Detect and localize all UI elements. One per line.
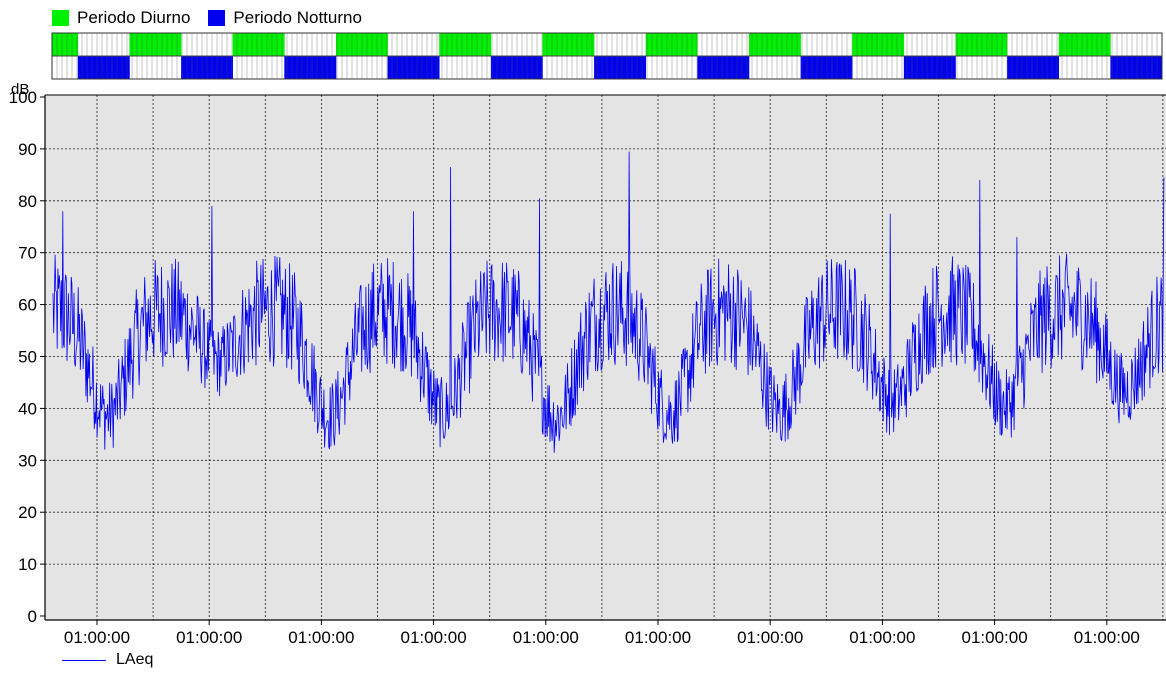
x-tick-label: 01:00:00 [288,628,354,647]
day-swatch [52,10,69,26]
night-period-block [1032,56,1060,79]
night-period-block [723,56,750,79]
series-legend: LAeq [62,651,153,669]
day-period-block [568,33,595,56]
y-axis-label: dB [11,81,29,98]
night-period-block [516,56,543,79]
day-period-block [335,33,363,56]
day-period-block [232,33,259,56]
day-period-block [465,33,492,56]
night-period-block [619,56,647,79]
x-tick-label: 01:00:00 [64,628,130,647]
legend-night: Periodo Notturno [208,8,362,28]
night-period-block [490,56,517,79]
plot-area: 0 10 20 30 40 50 60 70 80 90 100 01:00:00 01:00:00 01… [9,88,1166,647]
x-tick-label: 01:00:00 [1074,628,1140,647]
night-period-block [800,56,827,79]
period-bar-border [51,32,1163,80]
night-period-block [181,56,208,79]
x-tick-label: 01:00:00 [849,628,915,647]
series-line-swatch [62,659,106,661]
day-period-block [361,33,388,56]
day-period-block [878,33,905,56]
y-tick-label: 90 [18,140,37,159]
night-swatch [208,10,226,26]
x-tick-label: 01:00:00 [625,628,691,647]
night-period-block [284,56,311,79]
night-period-block [1110,56,1137,79]
day-period-block [981,33,1008,56]
x-tick-label: 01:00:00 [513,628,579,647]
y-tick-label: 100 [9,88,37,107]
plot-background [45,95,1166,620]
night-period-block [697,56,724,79]
night-period-block [310,56,337,79]
day-period-block [774,33,801,56]
y-tick-label: 80 [18,192,37,211]
series-legend-label: LAeq [116,651,154,668]
legend-night-label: Periodo Notturno [233,8,362,27]
period-bar [51,32,1163,80]
x-tick-label: 01:00:00 [737,628,803,647]
day-period-block [1084,33,1111,56]
y-tick-label: 70 [18,244,37,263]
y-tick-label: 0 [28,607,37,626]
day-period-block [129,33,156,56]
night-period-block [387,56,414,79]
night-period-block [826,56,853,79]
period-legend: Periodo Diurno Periodo Notturno [52,7,380,29]
night-period-block [929,56,956,79]
night-period-block [1007,56,1034,79]
day-period-block [645,33,672,56]
y-tick-label: 50 [18,348,37,367]
night-period-block [413,56,440,79]
night-period-block [206,56,233,79]
legend-day: Periodo Diurno [52,8,190,28]
day-period-block [52,33,79,56]
y-tick-label: 60 [18,296,37,315]
y-tick-label: 10 [18,555,37,574]
day-period-block [542,33,569,56]
laeq-series-line [52,151,1165,453]
x-tick-label: 01:00:00 [401,628,467,647]
y-tick-label: 20 [18,503,37,522]
night-period-block [77,56,104,79]
day-period-block [155,33,182,56]
day-period-block [852,33,879,56]
y-tick-label: 40 [18,399,37,418]
x-tick-label: 01:00:00 [176,628,242,647]
day-period-block [955,33,982,56]
x-tick-label: 01:00:00 [962,628,1028,647]
night-period-block [103,56,130,79]
day-period-block [671,33,698,56]
y-tick-label: 30 [18,451,37,470]
legend-day-label: Periodo Diurno [77,8,191,27]
night-period-block [1136,56,1163,79]
day-period-block [258,33,285,56]
